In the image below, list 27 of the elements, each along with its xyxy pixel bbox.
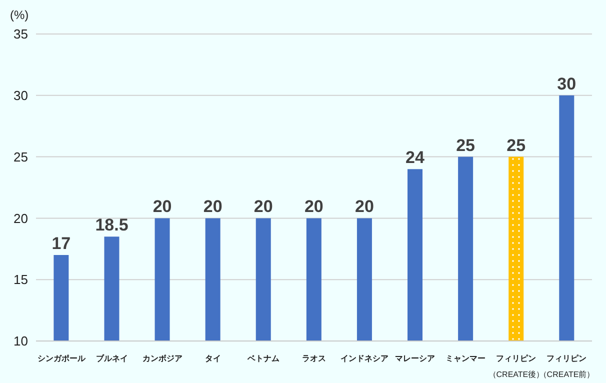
data-label: 20 (203, 197, 222, 216)
x-tick-label: マレーシア (395, 354, 436, 363)
data-label: 20 (355, 197, 374, 216)
data-label: 30 (557, 74, 576, 94)
y-axis-title: (%) (10, 8, 29, 22)
y-tick-label: 35 (14, 26, 28, 42)
y-tick-label: 10 (14, 334, 28, 349)
data-label: 20 (152, 197, 172, 216)
y-tick-label: 25 (14, 149, 28, 164)
x-tick-label: タイ (204, 354, 221, 363)
data-label: 20 (304, 197, 324, 216)
data-label: 25 (506, 136, 526, 155)
x-tick-label: ラオス (302, 354, 326, 363)
x-tick-label: インドネシア (340, 354, 389, 363)
y-tick-label: 20 (14, 210, 28, 226)
y-tick-label: 15 (14, 272, 28, 288)
x-tick-label: ベトナム (246, 354, 280, 363)
x-tick-label: ブルネイ (96, 354, 128, 363)
data-label: 24 (406, 148, 426, 168)
x-tick-label: ミャンマー (446, 354, 486, 363)
data-label: 18.5 (95, 216, 128, 235)
data-label: 17 (52, 234, 71, 254)
x-tick-label: シンガポール (37, 354, 86, 363)
data-label: 20 (254, 197, 273, 216)
y-tick-label: 30 (14, 88, 28, 104)
data-label: 25 (456, 136, 476, 155)
x-tick-label: カンボジア (142, 354, 182, 363)
